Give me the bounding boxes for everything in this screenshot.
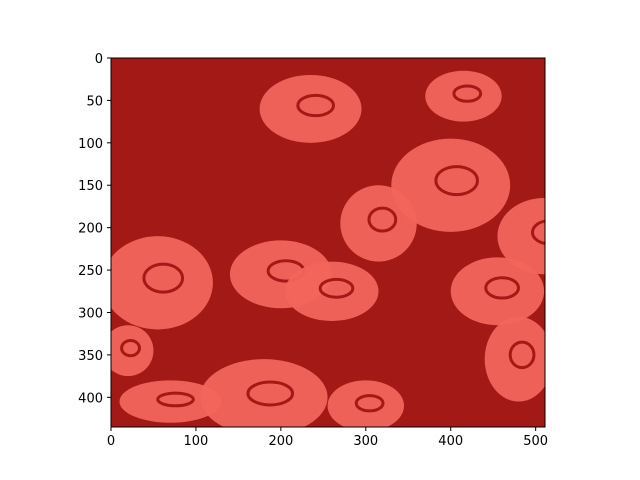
rose-blob: [327, 380, 405, 427]
rose-blob: [111, 236, 213, 330]
rose-blob: [391, 138, 511, 232]
rose-blob: [259, 74, 362, 143]
image-plot-area: [111, 58, 545, 427]
rose-blob: [200, 359, 328, 427]
rose-petal-line: [434, 165, 479, 197]
rose-petal-line: [367, 206, 398, 233]
y-tick-label: 0: [95, 52, 103, 67]
x-tick-label: 100: [184, 434, 209, 449]
rose-blob: [340, 185, 417, 262]
rose-petal-line: [530, 219, 545, 245]
x-tick-label: 0: [107, 434, 115, 449]
y-tick-label: 200: [78, 222, 103, 237]
rose-petal-line: [452, 84, 483, 103]
rose-petal-line: [246, 380, 295, 407]
rose-blob: [111, 325, 154, 377]
rose-petal-line: [318, 277, 355, 299]
rose-petal-line: [354, 394, 385, 413]
y-tick-label: 400: [78, 391, 103, 406]
y-axis: 0 50 100 150 200 250 300 350 400: [78, 52, 111, 406]
rose-blob: [450, 257, 545, 326]
x-tick-label: 400: [438, 434, 463, 449]
y-tick-label: 350: [78, 349, 103, 364]
rose-petal-line: [156, 391, 195, 408]
y-tick-label: 100: [78, 137, 103, 152]
x-tick-label: 200: [268, 434, 293, 449]
x-tick-label: 300: [353, 434, 378, 449]
rose-blob: [497, 197, 545, 275]
y-tick-label: 300: [78, 306, 103, 321]
x-axis: 0 100 200 300 400 500: [107, 427, 548, 449]
y-tick-label: 250: [78, 264, 103, 279]
rose-petal-line: [296, 93, 336, 118]
x-tick-label: 500: [523, 434, 548, 449]
rose-blob: [484, 316, 545, 402]
rose-blob: [285, 261, 379, 321]
rose-petal-line: [508, 340, 536, 370]
rose-image-foreground: [111, 70, 545, 427]
rose-blob: [119, 380, 222, 423]
rose-petal-line: [120, 338, 141, 358]
y-tick-label: 50: [86, 94, 103, 109]
y-tick-label: 150: [78, 179, 103, 194]
rose-petal-line: [142, 262, 185, 294]
rose-petal-line: [484, 276, 520, 300]
rose-blob: [425, 70, 502, 122]
axes-frame: [110, 57, 546, 428]
